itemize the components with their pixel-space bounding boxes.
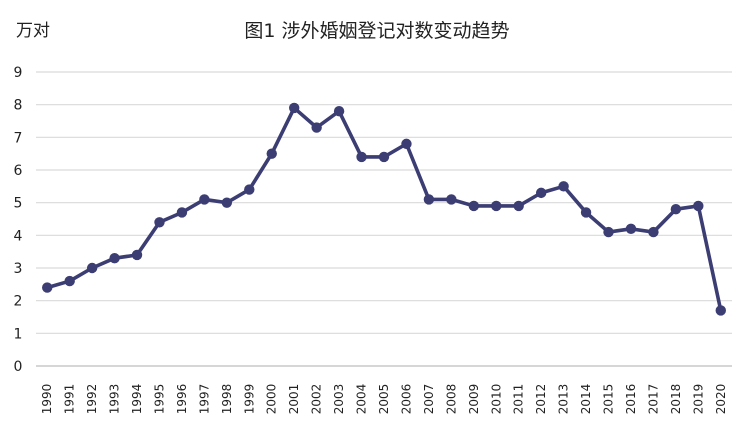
- data-point: [244, 184, 255, 195]
- x-tick-label: 2017: [646, 384, 660, 415]
- data-point: [670, 204, 682, 215]
- data-point: [648, 226, 659, 238]
- data-point: [401, 138, 412, 150]
- data-point: [625, 223, 637, 234]
- x-tick-label: 2009: [467, 384, 481, 415]
- data-point: [423, 194, 435, 205]
- data-point: [199, 194, 210, 205]
- data-point: [468, 200, 480, 212]
- data-point: [221, 197, 233, 208]
- series-line: [45, 106, 723, 313]
- x-tick-label: 1998: [220, 384, 234, 415]
- data-point: [603, 226, 614, 238]
- x-tick-label: 2011: [512, 384, 526, 415]
- y-tick-label: 8: [14, 98, 23, 114]
- x-tick-label: 1993: [108, 384, 122, 415]
- data-point: [693, 200, 704, 212]
- data-point: [513, 200, 524, 212]
- x-tick-label: 2015: [602, 384, 616, 415]
- data-point: [580, 207, 592, 218]
- data-point: [446, 194, 457, 205]
- x-tick-label: 1992: [85, 384, 99, 415]
- data-point: [131, 249, 143, 261]
- y-tick-label: 9: [14, 65, 23, 81]
- data-point: [491, 200, 502, 212]
- y-tick-label: 4: [14, 228, 23, 244]
- y-axis-unit-label: 万对: [16, 21, 50, 41]
- x-tick-label: 2001: [287, 384, 301, 415]
- x-tick-label: 2013: [557, 384, 571, 415]
- x-tick-label: 1990: [40, 384, 54, 415]
- x-tick-label: 2002: [310, 384, 324, 415]
- x-tick-label: 2020: [714, 384, 728, 415]
- x-tick-label: 1994: [130, 384, 144, 415]
- x-axis-ticks: 1990 1991 1992 1993 1994 1995 1996 1997 1998 1999…: [40, 384, 728, 415]
- x-tick-label: 2012: [534, 384, 548, 415]
- data-point: [86, 262, 98, 274]
- data-point: [333, 106, 345, 117]
- x-tick-label: 1997: [197, 384, 211, 415]
- x-tick-label: 2016: [624, 384, 638, 415]
- x-tick-label: 1991: [63, 384, 77, 415]
- data-point: [311, 122, 322, 133]
- x-tick-label: 2014: [579, 384, 593, 415]
- data-point: [42, 282, 53, 293]
- gridlines: [36, 71, 732, 367]
- x-tick-label: 1999: [242, 384, 256, 415]
- x-tick-label: 2004: [355, 384, 369, 415]
- data-point: [558, 181, 569, 192]
- y-tick-label: 6: [14, 163, 23, 179]
- data-point: [176, 207, 188, 218]
- y-tick-label: 7: [14, 130, 23, 146]
- data-point: [715, 305, 726, 316]
- series-points: [42, 102, 726, 316]
- x-tick-label: 2003: [332, 384, 346, 415]
- x-tick-label: 2008: [444, 384, 458, 415]
- y-tick-label: 1: [14, 326, 23, 342]
- x-tick-label: 2006: [399, 384, 413, 415]
- y-tick-label: 2: [14, 294, 23, 310]
- x-tick-label: 2010: [489, 384, 503, 415]
- chart-title: 图1 涉外婚姻登记对数变动趋势: [244, 20, 509, 42]
- data-point: [288, 102, 300, 114]
- y-axis-ticks: 0 1 2 3 4 5 6 7 8 9: [14, 65, 23, 375]
- series-lines: [45, 106, 723, 313]
- data-point: [154, 217, 165, 228]
- data-point: [535, 187, 547, 199]
- x-tick-label: 2007: [422, 384, 436, 415]
- data-point: [378, 151, 390, 163]
- data-point: [109, 253, 120, 264]
- x-tick-label: 2000: [265, 384, 279, 415]
- data-point: [266, 148, 277, 159]
- data-point: [356, 151, 367, 163]
- x-tick-label: 2019: [691, 384, 705, 415]
- y-tick-label: 5: [14, 196, 23, 212]
- y-tick-label: 0: [14, 359, 23, 375]
- y-tick-label: 3: [14, 261, 23, 277]
- x-tick-label: 2018: [669, 384, 683, 415]
- x-tick-label: 2005: [377, 384, 391, 415]
- x-tick-label: 1995: [152, 384, 166, 415]
- x-tick-label: 1996: [175, 384, 189, 415]
- data-point: [64, 275, 75, 287]
